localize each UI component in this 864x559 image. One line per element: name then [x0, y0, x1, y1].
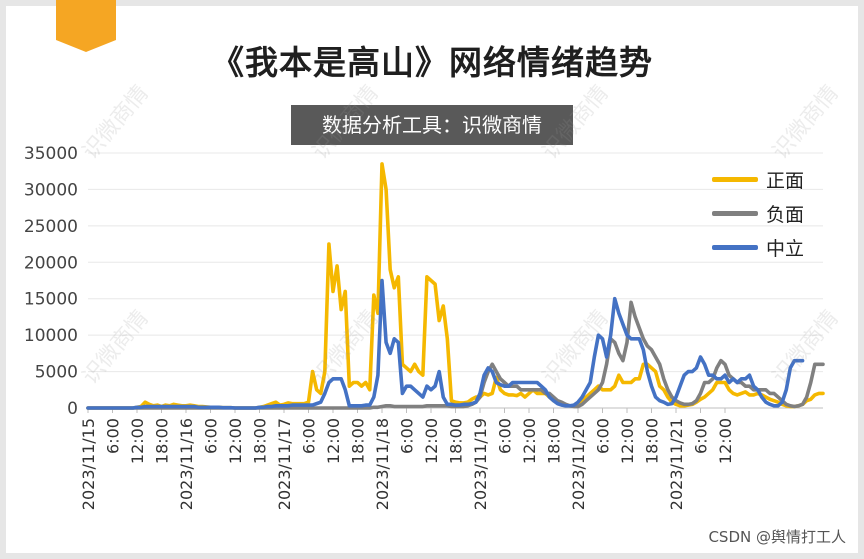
legend-item-positive: 正面	[712, 162, 804, 196]
x-tick-label: 6:00	[496, 418, 515, 454]
x-tick-label: 12:00	[618, 418, 637, 464]
x-tick-label: 2023/11/21	[667, 418, 686, 510]
x-tick-label: 18:00	[153, 418, 172, 464]
x-tick-label: 6:00	[104, 418, 123, 454]
chart-subtitle: 数据分析工具：识微商情	[291, 105, 573, 145]
legend-label-negative: 负面	[766, 203, 805, 226]
x-tick-label: 18:00	[349, 418, 368, 464]
y-tick-label: 10000	[24, 326, 78, 346]
x-tick-label: 18:00	[545, 418, 564, 464]
x-tick-label: 6:00	[398, 418, 417, 454]
x-tick-label: 12:00	[128, 418, 147, 464]
x-tick-label: 12:00	[422, 418, 441, 464]
legend-label-neutral: 中立	[766, 237, 805, 260]
x-tick-label: 18:00	[643, 418, 662, 464]
legend-swatch-negative	[712, 210, 758, 216]
x-tick-label: 2023/11/18	[373, 418, 392, 510]
series-line-neutral	[86, 278, 805, 410]
x-tick-label: 6:00	[202, 418, 221, 454]
x-tick-label: 2023/11/15	[79, 418, 98, 510]
x-tick-label: 2023/11/16	[177, 418, 196, 510]
legend-item-neutral: 中立	[712, 230, 804, 264]
legend-swatch-positive	[712, 176, 758, 182]
y-tick-label: 35000	[24, 144, 78, 164]
x-tick-label: 12:00	[324, 418, 343, 464]
x-tick-label: 12:00	[716, 418, 735, 464]
y-tick-label: 20000	[24, 253, 78, 273]
x-tick-label: 6:00	[594, 418, 613, 454]
x-tick-label: 6:00	[692, 418, 711, 454]
x-tick-label: 2023/11/20	[569, 418, 588, 510]
x-tick-label: 2023/11/17	[275, 418, 294, 510]
credit-text: CSDN @舆情打工人	[708, 528, 846, 546]
y-tick-label: 5000	[35, 363, 78, 383]
x-tick-label: 6:00	[300, 418, 319, 454]
y-tick-label: 0	[67, 399, 78, 419]
y-tick-label: 25000	[24, 217, 78, 237]
x-tick-label: 18:00	[251, 418, 270, 464]
x-tick-label: 18:00	[447, 418, 466, 464]
legend-label-positive: 正面	[766, 169, 805, 192]
x-tick-label: 2023/11/19	[471, 418, 490, 510]
legend-item-negative: 负面	[712, 196, 804, 230]
x-tick-label: 12:00	[226, 418, 245, 464]
chart-title: 《我本是高山》网络情绪趋势	[211, 43, 653, 82]
legend-swatch-neutral	[712, 244, 758, 250]
x-tick-label: 12:00	[520, 418, 539, 464]
legend: 正面 负面 中立	[712, 162, 804, 264]
corner-tag-icon	[56, 0, 116, 52]
y-tick-label: 30000	[24, 180, 78, 200]
y-tick-label: 15000	[24, 290, 78, 310]
